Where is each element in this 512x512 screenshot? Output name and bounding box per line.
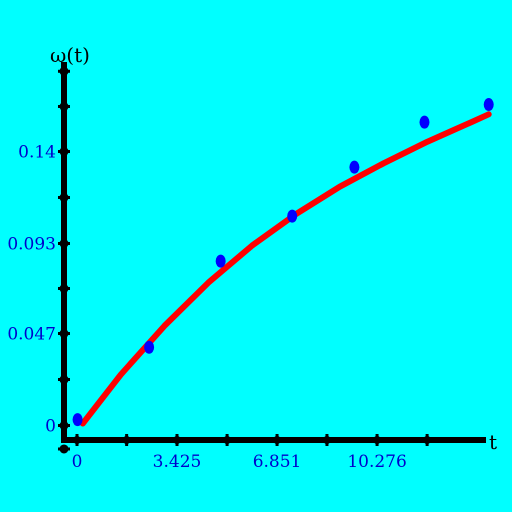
y-tick-label: 0.093 [7, 234, 56, 254]
data-point [72, 413, 83, 427]
x-tick-dot [273, 436, 282, 444]
x-tick-label: 3.425 [153, 452, 202, 472]
x-tick-dot [373, 436, 382, 444]
y-tick-dot [59, 421, 69, 430]
y-tick-dot [59, 147, 69, 157]
data-point [144, 340, 155, 354]
x-tick-dot [223, 436, 232, 444]
y-tick-dot [59, 66, 69, 76]
y-tick-dot [59, 375, 69, 385]
plot-area [72, 98, 494, 427]
y-tick-dot [59, 329, 69, 339]
x-tick-dot [173, 436, 182, 444]
data-point [349, 160, 360, 174]
y-tick-dot [59, 193, 69, 203]
y-tick-dot [59, 444, 69, 454]
y-tick-dot [59, 284, 69, 294]
x-tick-label: 6.851 [253, 452, 302, 472]
x-tick-dot [322, 436, 331, 444]
data-point [215, 254, 226, 268]
x-tick-dot [122, 436, 131, 444]
x-tick-label: 10.276 [347, 452, 406, 472]
x-axis-label: t [489, 430, 497, 454]
y-tick-dot [59, 102, 69, 112]
y-tick-label: 0.14 [18, 143, 56, 163]
y-tick-label: 0.047 [7, 325, 56, 345]
x-tick-label: 0 [72, 452, 83, 472]
y-tick-dot [59, 238, 69, 248]
fit-curve [79, 111, 492, 427]
tick-labels: 0 3.425 6.851 10.276 0 0.047 0.093 0.14 [7, 143, 406, 472]
ticks [58, 66, 432, 454]
x-tick-dot [73, 436, 81, 444]
y-axis-label: ω(t) [50, 43, 90, 67]
x-tick-dot [423, 436, 432, 444]
data-point [483, 98, 494, 112]
data-point [287, 209, 298, 223]
y-tick-label: 0 [45, 417, 56, 437]
data-point [419, 115, 430, 129]
